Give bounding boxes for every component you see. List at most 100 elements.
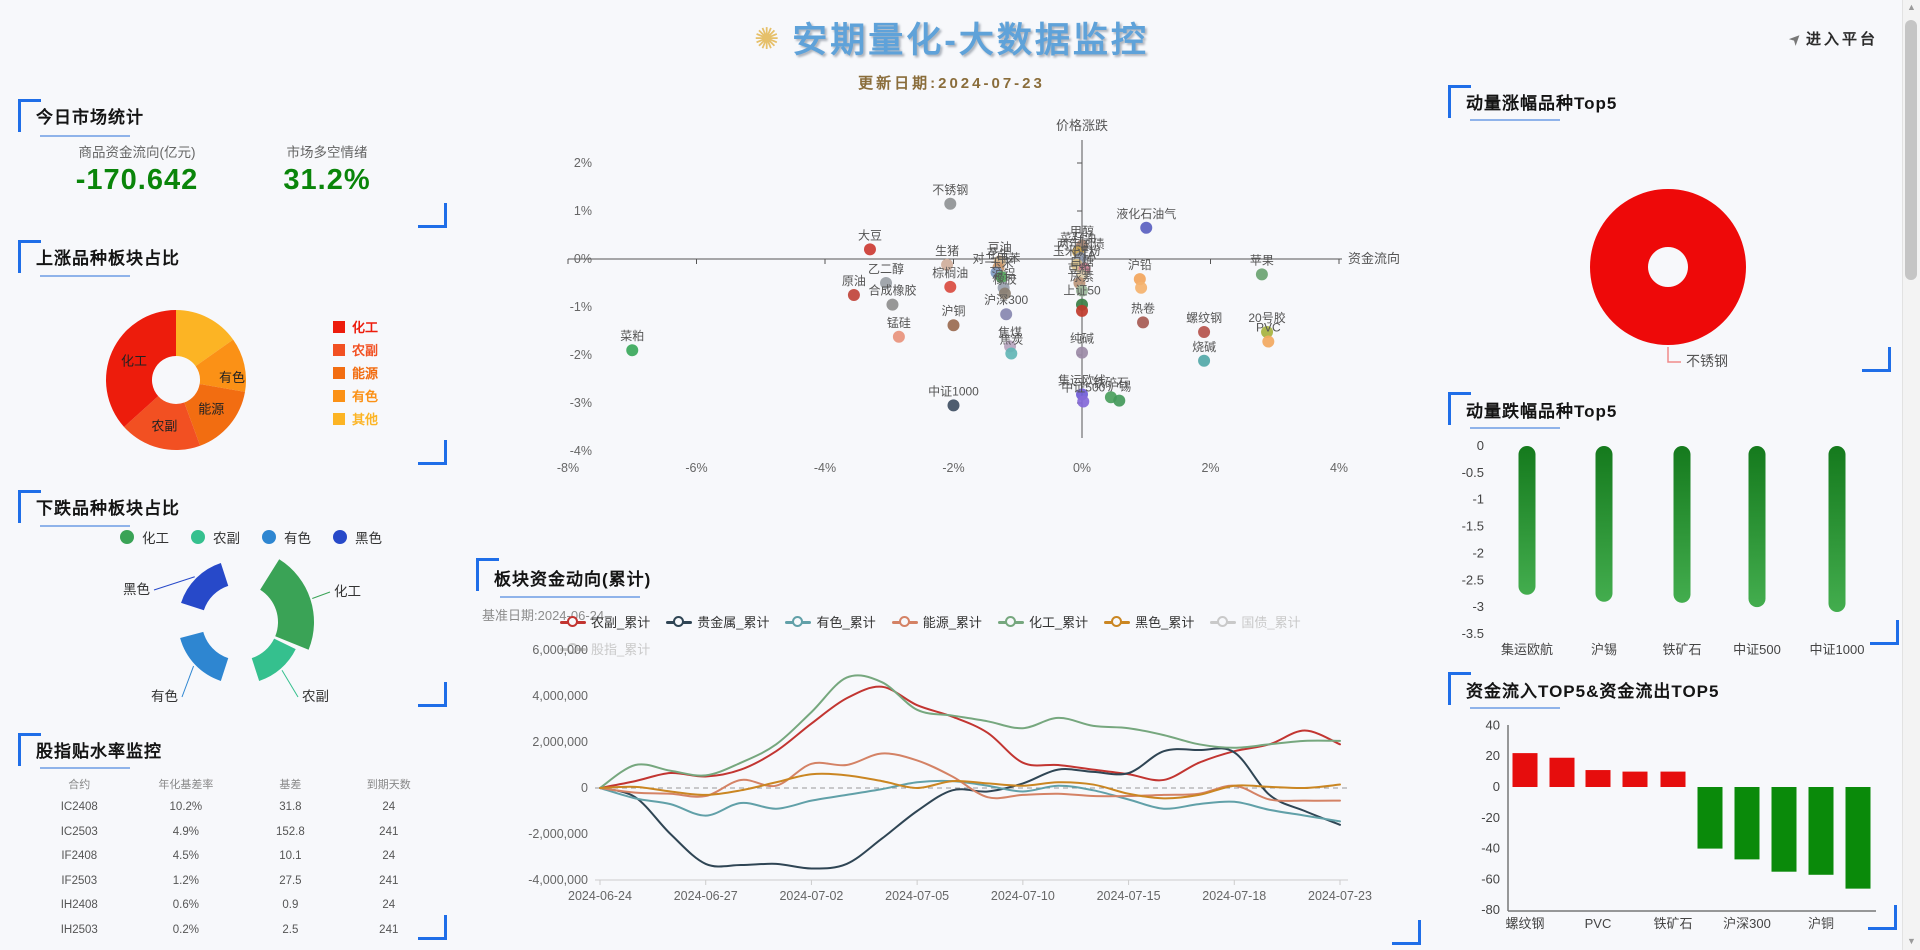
legend-item-化工[interactable]: 化工 (333, 318, 378, 335)
bar-中证1000[interactable] (1828, 446, 1846, 612)
bar-5[interactable] (1697, 787, 1723, 849)
legend-item-有色[interactable]: 有色 (333, 387, 378, 404)
legend-item-有色[interactable]: 有色 (262, 527, 311, 547)
line-series-化工_累计[interactable] (599, 674, 1341, 789)
enter-platform-button[interactable]: ➤进入平台 (1785, 28, 1878, 50)
scatter-point-橡胶[interactable] (998, 287, 1011, 300)
bar-6[interactable] (1734, 787, 1760, 860)
legend-label: 其他 (352, 412, 379, 427)
scatter-point-菜粕[interactable] (626, 344, 639, 357)
scatter-point-沪铜[interactable] (947, 319, 960, 332)
rose-slice-农副[interactable] (251, 638, 296, 681)
legend-item-黑色[interactable]: 黑色 (333, 527, 382, 547)
flow-top5-bar-chart[interactable]: 40 20 0 -20 -40 -60 -80 螺纹钢 PVC 铁矿石 沪深300 沪铜 (1448, 710, 1892, 945)
svg-text:6,000,000: 6,000,000 (532, 643, 588, 657)
scrollbar-thumb[interactable] (1905, 20, 1917, 280)
scatter-point-烧碱[interactable] (1198, 354, 1211, 367)
line-series-贵金属_累计[interactable] (599, 747, 1341, 870)
scroll-down-arrow[interactable]: ▼ (1907, 936, 1916, 946)
scatter-point-苹果[interactable] (1255, 268, 1268, 281)
legend-item-能源[interactable]: 能源 (333, 364, 378, 381)
scatter-point-不锈钢[interactable] (944, 197, 957, 210)
title-underline (500, 596, 640, 598)
down-sectors-rose-chart[interactable]: 化工 农副 有色 黑色 (18, 508, 448, 713)
legend-swatch (333, 389, 345, 402)
rose-slice-黑色[interactable] (181, 563, 229, 611)
bar-1[interactable] (1549, 757, 1575, 787)
line-series-农副_累计[interactable] (599, 685, 1341, 789)
sector-flow-line-chart[interactable]: 6,000,000 4,000,000 2,000,000 0 -2,000,000 -4… (470, 630, 1410, 945)
legend-item-农副_累计[interactable]: 农副_累计 (560, 612, 650, 631)
line-series-黑色_累计[interactable] (599, 772, 1341, 800)
scatter-point-合成橡胶[interactable] (886, 298, 899, 311)
scatter-point-玉米[interactable] (995, 271, 1008, 284)
scatter-point-乙二醇[interactable] (880, 277, 893, 289)
scatter-point-纯碱[interactable] (1076, 346, 1088, 359)
bar-沪锡[interactable] (1595, 446, 1613, 602)
scatter-point-棕榈油[interactable] (944, 280, 957, 293)
svg-text:-2: -2 (1472, 545, 1484, 560)
scatter-point-20号胶[interactable] (1261, 325, 1274, 338)
update-date: 更新日期:2024-07-23 (858, 75, 1045, 92)
bar-4[interactable] (1660, 771, 1686, 787)
line-series-能源_累计[interactable] (599, 752, 1341, 802)
bar-7[interactable] (1771, 787, 1797, 872)
rose-slice-化工[interactable] (260, 559, 314, 650)
pie-slice-化工[interactable] (105, 310, 176, 427)
bar-8[interactable] (1808, 787, 1834, 875)
panel-flow-top5: 资金流入TOP5&资金流出TOP5 40 20 0 -20 -40 -60 -80 螺纹钢 PV… (1448, 670, 1897, 945)
legend-item-农副[interactable]: 农副 (333, 341, 378, 358)
pie-slice-能源[interactable] (184, 384, 245, 446)
bar-0[interactable] (1512, 753, 1538, 787)
momentum-up-donut-chart[interactable]: 不锈钢 (1448, 115, 1892, 369)
scatter-point-unnamed[interactable] (1076, 304, 1088, 317)
legend-item-黑色_累计[interactable]: 黑色_累计 (1104, 612, 1194, 631)
scatter-point-unnamed[interactable] (1135, 281, 1148, 294)
scatter-point-锰硅[interactable] (892, 330, 905, 343)
pie-slice-有色[interactable] (195, 339, 247, 392)
bar-3[interactable] (1622, 771, 1648, 787)
scatter-point-沪深300[interactable] (1000, 308, 1013, 321)
legend-item-农副[interactable]: 农副 (191, 527, 240, 547)
legend-item-能源_累计[interactable]: 能源_累计 (891, 612, 982, 631)
panel-title: 上涨品种板块占比 (36, 249, 180, 268)
scatter-point-PVC[interactable] (1262, 335, 1275, 348)
scatter-point-沪锡[interactable] (1113, 394, 1126, 407)
legend-item-化工_累计[interactable]: 化工_累计 (997, 612, 1088, 631)
bar-2[interactable] (1585, 770, 1611, 787)
svg-text:2024-07-10: 2024-07-10 (991, 889, 1055, 903)
scroll-up-arrow[interactable]: ▲ (1907, 2, 1916, 12)
pie-slice-农副[interactable] (124, 396, 201, 450)
column-header: 年化基差率 (158, 779, 214, 791)
scatter-point-中证1000[interactable] (947, 399, 960, 412)
scatter-point-尿素[interactable] (1076, 284, 1088, 297)
pie-slice-其他[interactable] (176, 310, 234, 367)
cell: 0.6% (172, 899, 199, 912)
legend-item-有色_累计[interactable]: 有色_累计 (785, 612, 876, 631)
legend-item-其他[interactable]: 其他 (333, 410, 378, 427)
vertical-scrollbar[interactable]: ▲ ▼ (1902, 0, 1920, 950)
legend-item-股指_累计[interactable]: 股指_累计 (560, 639, 650, 658)
scatter-point-焦炭[interactable] (1005, 347, 1018, 360)
scatter-point-中证500[interactable] (1077, 395, 1090, 408)
bar-铁矿石[interactable] (1673, 446, 1691, 603)
bar-9[interactable] (1845, 787, 1871, 889)
pie-slice-不锈钢[interactable] (1590, 189, 1746, 346)
scatter-point-热卷[interactable] (1137, 316, 1150, 329)
scatter-point-生猪[interactable] (941, 258, 954, 271)
scatter-point-螺纹钢[interactable] (1198, 325, 1211, 338)
rose-slice-有色[interactable] (180, 631, 229, 681)
legend-item-贵金属_累计[interactable]: 贵金属_累计 (666, 612, 769, 631)
line-series-有色_累计[interactable] (599, 779, 1341, 823)
legend-item-化工[interactable]: 化工 (120, 527, 169, 547)
legend-item-国债_累计[interactable]: 国债_累计 (1210, 612, 1301, 631)
svg-text:PVC: PVC (1256, 321, 1281, 335)
scatter-point-液化石油气[interactable] (1140, 221, 1153, 234)
scatter-point-大豆[interactable] (863, 243, 876, 256)
bar-集运欧航[interactable] (1518, 446, 1536, 595)
momentum-down-bar-chart[interactable]: 0 -0.5 -1 -1.5 -2 -2.5 -3 -3.5 集运欧航 沪锡 铁矿石 中证500 中证1… (1448, 428, 1892, 657)
scatter-point-原油[interactable] (847, 289, 860, 301)
bar-中证500[interactable] (1748, 446, 1766, 608)
